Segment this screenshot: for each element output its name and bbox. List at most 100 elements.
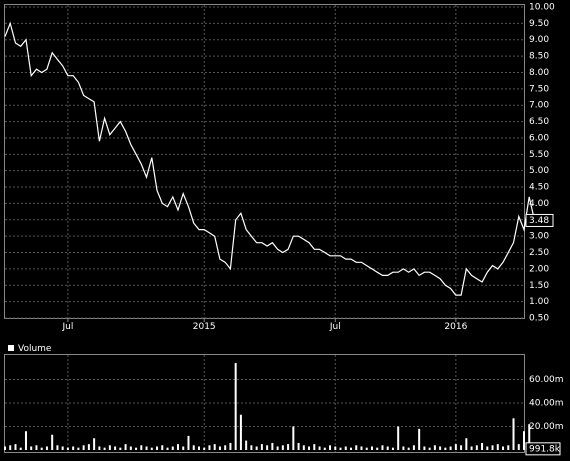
volume-bar bbox=[229, 442, 232, 450]
y-tick-label: 1.00 bbox=[529, 297, 549, 307]
y-tick-label: 4.00 bbox=[529, 199, 549, 209]
volume-bar bbox=[124, 444, 127, 450]
volume-bar bbox=[507, 445, 510, 450]
y-tick-label: 60.00m bbox=[529, 375, 564, 385]
y-tick-label: 3.00 bbox=[529, 232, 549, 242]
volume-bar bbox=[19, 447, 22, 450]
volume-bar bbox=[72, 446, 75, 450]
volume-bar bbox=[218, 446, 221, 450]
y-tick-label: 1.50 bbox=[529, 281, 549, 291]
volume-bar bbox=[433, 445, 436, 450]
volume-bar bbox=[297, 442, 300, 450]
y-tick-label: 7.00 bbox=[529, 101, 549, 111]
volume-bar bbox=[323, 447, 326, 450]
volume-bar bbox=[287, 444, 290, 450]
volume-bar bbox=[224, 445, 227, 450]
volume-bar bbox=[481, 442, 484, 450]
volume-bar bbox=[166, 447, 169, 450]
volume-bar bbox=[454, 444, 457, 450]
y-tick-label: 4.50 bbox=[529, 183, 549, 193]
volume-bar bbox=[318, 446, 321, 450]
y-tick-label: 8.50 bbox=[529, 52, 549, 62]
volume-bar bbox=[439, 446, 442, 450]
volume-bar bbox=[465, 438, 468, 450]
volume-bar bbox=[334, 446, 337, 450]
volume-bar bbox=[239, 414, 242, 450]
volume-bar bbox=[381, 445, 384, 450]
x-tick-label: 2016 bbox=[444, 322, 467, 332]
y-tick-label: 10.00 bbox=[529, 3, 555, 13]
volume-bar bbox=[250, 445, 253, 450]
volume-bar bbox=[114, 446, 117, 450]
price-line bbox=[4, 21, 536, 296]
volume-bar bbox=[449, 446, 452, 450]
volume-bar bbox=[234, 363, 237, 450]
volume-bar bbox=[245, 440, 248, 450]
volume-panel bbox=[4, 354, 525, 453]
volume-bar bbox=[355, 445, 358, 450]
volume-bar bbox=[486, 446, 489, 450]
volume-bar bbox=[502, 446, 505, 450]
volume-bar bbox=[213, 444, 216, 450]
volume-bar bbox=[192, 445, 195, 450]
volume-bar bbox=[339, 447, 342, 450]
volume-bar bbox=[313, 444, 316, 450]
volume-bar bbox=[344, 446, 347, 450]
volume-bar bbox=[423, 446, 426, 450]
volume-bar bbox=[281, 445, 284, 450]
volume-bar bbox=[182, 446, 185, 450]
y-tick-label: 2.50 bbox=[529, 248, 549, 258]
volume-bar bbox=[156, 446, 159, 450]
volume-bar bbox=[103, 447, 106, 450]
volume-bar bbox=[35, 445, 38, 450]
volume-bar bbox=[402, 446, 405, 450]
x-tick-label: 2015 bbox=[193, 322, 216, 332]
volume-bar bbox=[150, 447, 153, 450]
last-value-label: 991.8k bbox=[529, 444, 561, 454]
y-tick-label: 9.50 bbox=[529, 19, 549, 29]
volume-bar bbox=[350, 447, 352, 450]
volume-bar bbox=[40, 447, 43, 450]
y-tick-label: 20.00m bbox=[529, 422, 564, 432]
volume-bar bbox=[260, 444, 263, 450]
y-tick-label: 9.00 bbox=[529, 35, 549, 45]
volume-bar bbox=[517, 444, 520, 450]
y-tick-label: 5.50 bbox=[529, 150, 549, 160]
volume-bar bbox=[255, 446, 258, 450]
volume-bar bbox=[491, 445, 494, 450]
volume-bar bbox=[66, 447, 69, 450]
volume-bar bbox=[98, 446, 101, 450]
volume-bar bbox=[360, 446, 363, 450]
volume-bar bbox=[329, 445, 332, 450]
y-tick-label: 5.00 bbox=[529, 166, 549, 176]
volume-bar bbox=[93, 438, 96, 450]
y-tick-label: 0.50 bbox=[529, 314, 549, 324]
volume-bar bbox=[308, 446, 311, 450]
last-value-label: 3.48 bbox=[529, 216, 549, 226]
last-value-box bbox=[525, 213, 554, 227]
volume-bar bbox=[397, 426, 400, 450]
volume-bar bbox=[475, 445, 478, 450]
volume-bar bbox=[376, 447, 379, 450]
volume-bar bbox=[187, 435, 190, 450]
volume-bar bbox=[302, 445, 305, 450]
volume-bar bbox=[412, 445, 415, 450]
volume-bar bbox=[24, 431, 27, 450]
volume-bar bbox=[386, 446, 389, 450]
volume-bar bbox=[370, 446, 373, 450]
last-value-box bbox=[525, 442, 561, 456]
volume-bar bbox=[523, 431, 525, 450]
y-tick-label: 6.50 bbox=[529, 117, 549, 127]
volume-bar bbox=[4, 446, 6, 450]
volume-bar bbox=[266, 445, 269, 450]
volume-bar bbox=[177, 444, 179, 450]
volume-bar bbox=[82, 445, 85, 450]
volume-bar bbox=[460, 445, 463, 450]
volume-bar bbox=[203, 447, 206, 450]
price-panel bbox=[4, 4, 525, 319]
legend-label: Volume bbox=[18, 344, 52, 354]
volume-bar bbox=[77, 447, 80, 450]
y-tick-label: 40.00m bbox=[529, 399, 564, 409]
